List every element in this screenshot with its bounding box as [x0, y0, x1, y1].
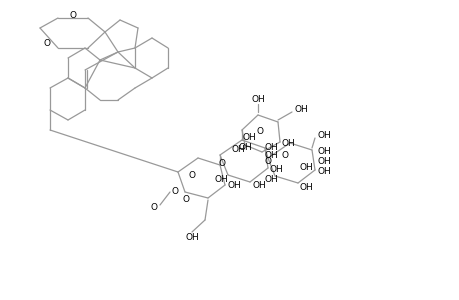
Text: OH: OH — [294, 106, 308, 115]
Text: OH: OH — [252, 182, 266, 190]
Text: OH: OH — [299, 182, 313, 191]
Text: OH: OH — [299, 163, 313, 172]
Text: O: O — [264, 158, 271, 166]
Text: OH: OH — [228, 182, 241, 190]
Text: OH: OH — [231, 146, 245, 154]
Text: OH: OH — [269, 166, 283, 175]
Text: OH: OH — [317, 148, 331, 157]
Text: O: O — [256, 128, 263, 136]
Text: O: O — [218, 158, 225, 167]
Text: OH: OH — [317, 167, 331, 176]
Text: OH: OH — [214, 176, 228, 184]
Text: OH: OH — [251, 95, 264, 104]
Text: OH: OH — [263, 176, 277, 184]
Text: O: O — [171, 188, 178, 196]
Text: OH: OH — [264, 152, 278, 160]
Text: O: O — [182, 196, 189, 205]
Text: OH: OH — [264, 143, 278, 152]
Text: OH: OH — [242, 134, 256, 142]
Text: OH: OH — [238, 142, 252, 152]
Text: OH: OH — [185, 233, 198, 242]
Text: OH: OH — [281, 139, 295, 148]
Text: O: O — [188, 170, 195, 179]
Text: O: O — [44, 40, 50, 49]
Text: O: O — [151, 203, 157, 212]
Text: O: O — [69, 11, 76, 20]
Text: O: O — [281, 151, 288, 160]
Text: OH: OH — [317, 158, 331, 166]
Text: OH: OH — [317, 130, 331, 140]
